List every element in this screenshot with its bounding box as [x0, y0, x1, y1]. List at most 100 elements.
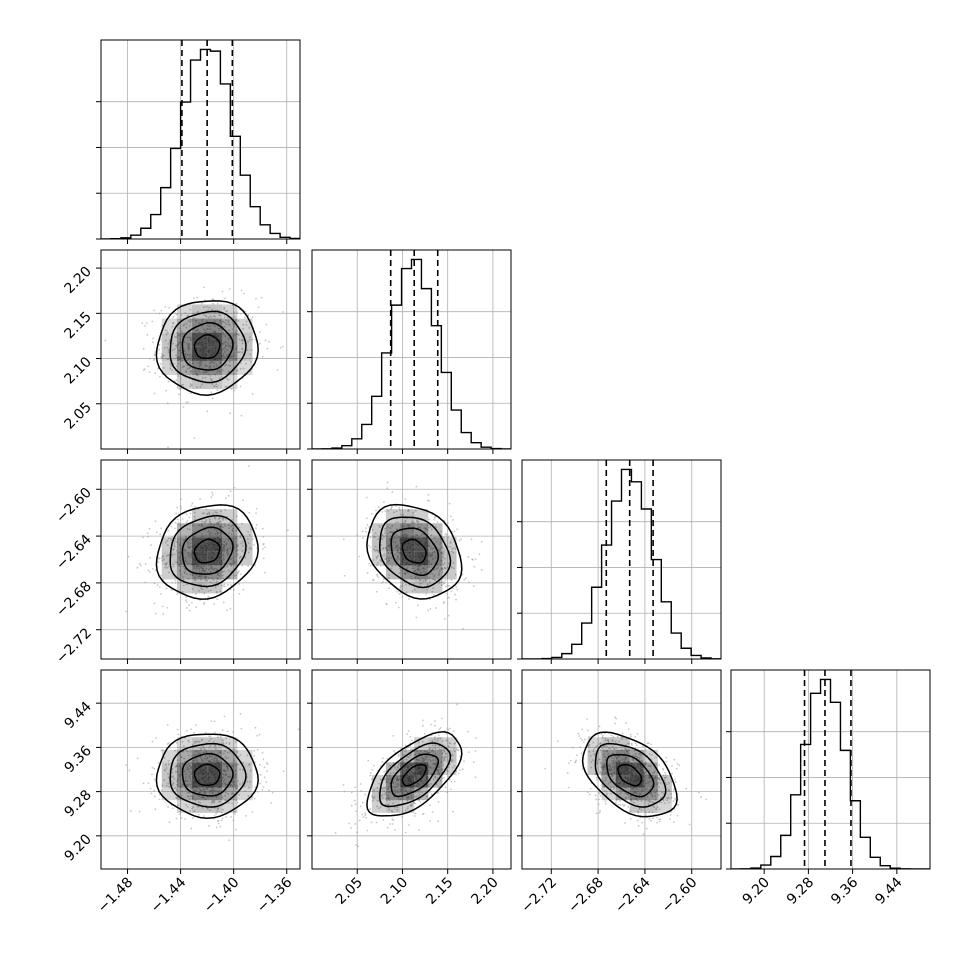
scatter-point [442, 582, 445, 585]
x-tick-label: −1.36 [254, 874, 296, 916]
scatter-point [429, 554, 432, 557]
scatter-point [237, 334, 240, 336]
scatter-point [454, 742, 457, 744]
scatter-point [152, 337, 155, 340]
scatter-point [417, 569, 420, 571]
density-cell [161, 565, 177, 580]
x-tick-label: −2.72 [518, 875, 560, 917]
scatter-point [177, 733, 180, 736]
scatter-point [262, 547, 264, 550]
scatter-point [432, 587, 435, 590]
scatter-point [643, 789, 646, 791]
scatter-point [167, 446, 169, 449]
scatter-point [205, 305, 208, 308]
scatter-point [419, 750, 422, 752]
scatter-point [612, 786, 615, 788]
scatter-point [435, 607, 438, 609]
scatter-point [237, 320, 240, 322]
scatter-point [255, 297, 257, 300]
scatter-point [170, 365, 172, 367]
scatter-point [228, 356, 231, 359]
scatter-point [179, 759, 182, 762]
scatter-point [224, 335, 227, 337]
scatter-point [361, 530, 364, 533]
scatter-point [646, 796, 649, 798]
scatter-point [215, 826, 218, 829]
scatter-point [449, 542, 452, 544]
scatter-point [643, 773, 646, 776]
scatter-point [179, 767, 182, 770]
scatter-point [378, 782, 381, 785]
scatter-point [610, 768, 613, 770]
scatter-point [419, 526, 421, 529]
scatter-point [450, 550, 453, 553]
scatter-point [194, 799, 197, 802]
scatter-point [377, 561, 379, 564]
scatter-point [184, 818, 187, 820]
scatter-point [210, 565, 213, 568]
density-cell [192, 737, 208, 750]
scatter-point [431, 552, 434, 554]
scatter-point [213, 603, 216, 605]
scatter-point [209, 589, 212, 592]
scatter-point [396, 590, 399, 593]
scatter-point [210, 496, 213, 499]
scatter-point [451, 754, 454, 757]
scatter-point [397, 755, 400, 758]
histogram-panel-0 [96, 39, 301, 244]
scatter-point [212, 365, 215, 368]
scatter-point [229, 750, 232, 753]
scatter-point [185, 560, 188, 563]
scatter-point [187, 368, 189, 370]
scatter-point [467, 751, 470, 754]
scatter-point [440, 761, 443, 764]
scatter-point [651, 795, 654, 798]
scatter-point [189, 336, 192, 339]
scatter-point [223, 763, 225, 766]
scatter-point [213, 720, 216, 723]
density-cell [192, 360, 208, 376]
scatter-point [430, 723, 432, 726]
x-tick-label: 9.44 [872, 874, 905, 907]
scatter-point [185, 573, 188, 575]
scatter-point [213, 814, 216, 817]
scatter-point [659, 782, 662, 784]
scatter-point [598, 725, 601, 728]
density-cell [643, 787, 658, 801]
scatter-point [414, 576, 417, 579]
scatter-point [604, 779, 607, 782]
scatter-point [175, 817, 178, 820]
histogram-panel-1 [307, 249, 512, 454]
scatter-point [223, 770, 225, 773]
scatter-point [641, 790, 644, 792]
scatter-point [193, 810, 196, 813]
scatter-point [231, 785, 234, 788]
scatter-point [185, 583, 188, 586]
scatter-point [443, 757, 446, 760]
scatter-point [612, 736, 615, 738]
scatter-point [446, 592, 449, 595]
scatter-point [200, 325, 203, 327]
scatter-point [242, 781, 244, 784]
scatter-point [240, 542, 243, 545]
scatter-point [187, 768, 190, 771]
scatter-point [656, 806, 659, 809]
scatter-point [638, 758, 640, 761]
scatter-point [634, 735, 637, 738]
scatter-point [237, 780, 240, 783]
scatter-point [201, 796, 204, 799]
scatter-point [193, 515, 196, 518]
scatter-point [601, 734, 604, 737]
scatter-point [389, 772, 392, 775]
scatter-point [372, 789, 375, 792]
scatter-point [233, 589, 235, 591]
scatter-point [604, 800, 607, 803]
scatter-point [601, 736, 604, 739]
scatter-point [259, 782, 261, 785]
scatter-point [167, 782, 170, 785]
scatter-point [173, 544, 176, 547]
scatter-point [179, 559, 182, 562]
scatter-point [409, 788, 412, 791]
scatter-point [162, 613, 165, 615]
scatter-point [355, 810, 358, 813]
